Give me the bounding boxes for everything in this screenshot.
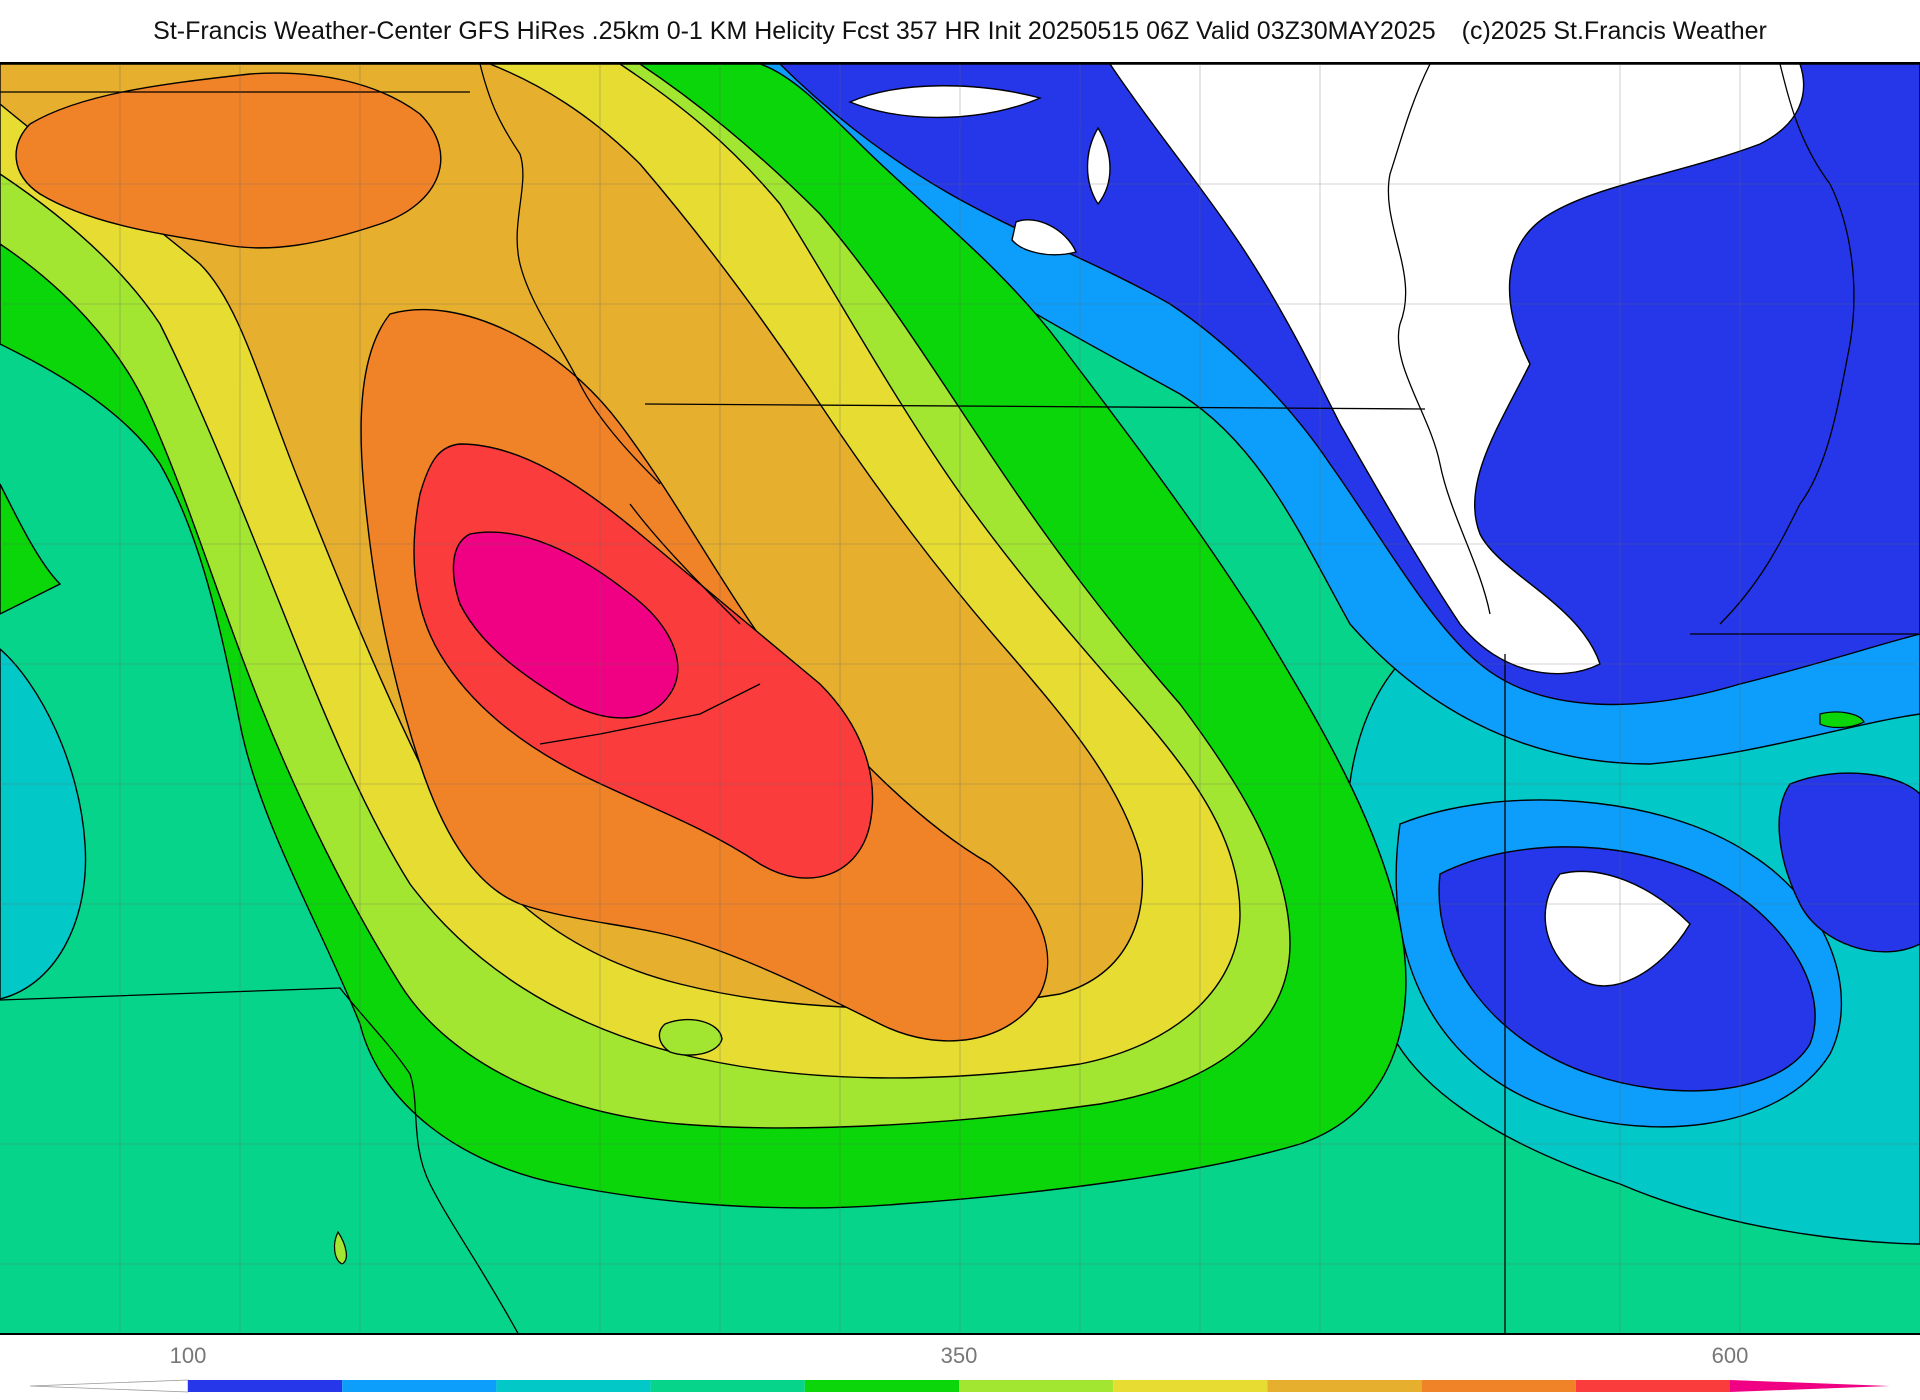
legend-below-range	[30, 1379, 189, 1393]
county-lines	[0, 64, 1920, 1333]
legend-colorbar	[30, 1379, 1890, 1393]
helicity-pocket-green-east	[1819, 711, 1865, 729]
legend-bin-350-400	[959, 1380, 1114, 1392]
legend-above-range	[1730, 1380, 1890, 1392]
helicity-band-100-150-far-east	[1778, 772, 1920, 953]
legend-bin-200-250	[496, 1380, 651, 1392]
color-legend: 100 350 600	[0, 1335, 1920, 1400]
helicity-band-600-650	[452, 531, 679, 719]
helicity-map[interactable]	[0, 62, 1920, 1335]
helicity-contour-layer	[0, 64, 1920, 1333]
helicity-below-100-pocket-1	[848, 85, 1043, 119]
legend-tick-350: 350	[940, 1343, 978, 1368]
legend-bin-550-600	[1575, 1380, 1730, 1392]
legend-bin-250-300	[650, 1380, 805, 1392]
map-title-bar: St-Francis Weather-Center GFS HiRes .25k…	[0, 0, 1920, 62]
legend-bin-450-500	[1267, 1380, 1422, 1392]
state-boundaries	[0, 64, 1920, 1333]
legend-bin-150-200	[342, 1380, 497, 1392]
helicity-below-100-pocket-3	[1011, 219, 1077, 256]
legend-tick-100: 100	[169, 1343, 207, 1368]
map-title: St-Francis Weather-Center GFS HiRes .25k…	[153, 16, 1436, 45]
legend-bin-100-150	[188, 1380, 343, 1392]
copyright-notice: (c)2025 St.Francis Weather	[1461, 16, 1767, 45]
legend-bin-300-350	[804, 1380, 959, 1392]
legend-bin-400-450	[1113, 1380, 1268, 1392]
helicity-below-100-southeast	[1544, 870, 1691, 987]
legend-tick-600: 600	[1711, 1343, 1749, 1368]
helicity-below-100-pocket-2	[1086, 126, 1111, 206]
helicity-band-200-250-west	[0, 648, 87, 1000]
legend-bin-500-550	[1421, 1380, 1576, 1392]
helicity-band-300-350-west	[0, 483, 62, 615]
helicity-band-500-550-north	[15, 72, 442, 249]
legend-bins	[30, 1379, 1890, 1393]
helicity-pocket-green-south	[658, 1018, 723, 1056]
helicity-below-100-northeast	[1109, 64, 1805, 675]
